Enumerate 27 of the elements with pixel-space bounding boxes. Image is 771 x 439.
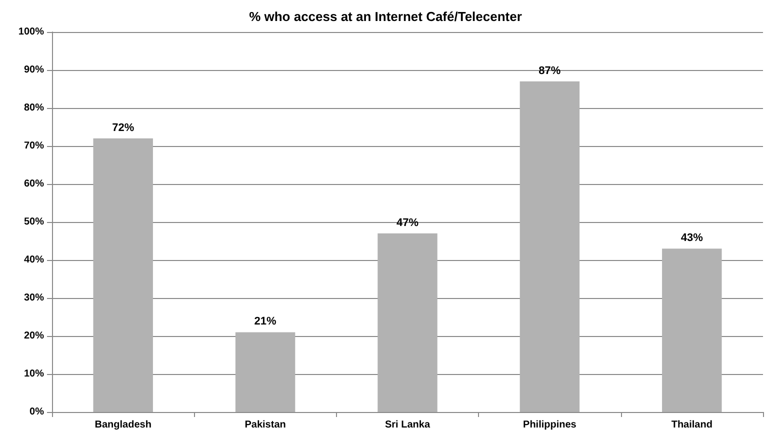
y-tick-label: 90% — [24, 64, 44, 76]
y-tick-label: 30% — [24, 292, 44, 304]
data-label: 21% — [254, 316, 277, 328]
bar — [235, 332, 296, 412]
y-tick-label: 60% — [24, 178, 44, 190]
x-tick-label: Philippines — [523, 420, 577, 430]
x-tick-label: Sri Lanka — [384, 420, 430, 430]
y-tick-label: 40% — [24, 254, 44, 266]
y-tick-label: 80% — [24, 102, 44, 114]
data-label: 72% — [112, 122, 134, 134]
data-label: 43% — [680, 232, 704, 244]
y-tick-label: 0% — [30, 406, 44, 418]
chart-title: % who access at an Internet Café/Telecenter — [249, 9, 522, 24]
bar — [378, 233, 438, 412]
bar — [662, 248, 722, 412]
x-tick-label: Thailand — [671, 420, 712, 430]
bar — [520, 81, 580, 412]
y-tick-label: 50% — [24, 216, 44, 228]
y-tick-label: 70% — [24, 140, 44, 152]
y-tick-label: 100% — [18, 26, 44, 38]
bar — [93, 138, 153, 412]
y-tick-label: 20% — [24, 330, 44, 342]
y-tick-label: 10% — [24, 368, 44, 380]
x-tick-label: Pakistan — [244, 420, 286, 430]
data-label: 47% — [396, 216, 419, 229]
x-tick-label: Bangladesh — [94, 420, 152, 430]
data-label: 87% — [538, 64, 561, 77]
